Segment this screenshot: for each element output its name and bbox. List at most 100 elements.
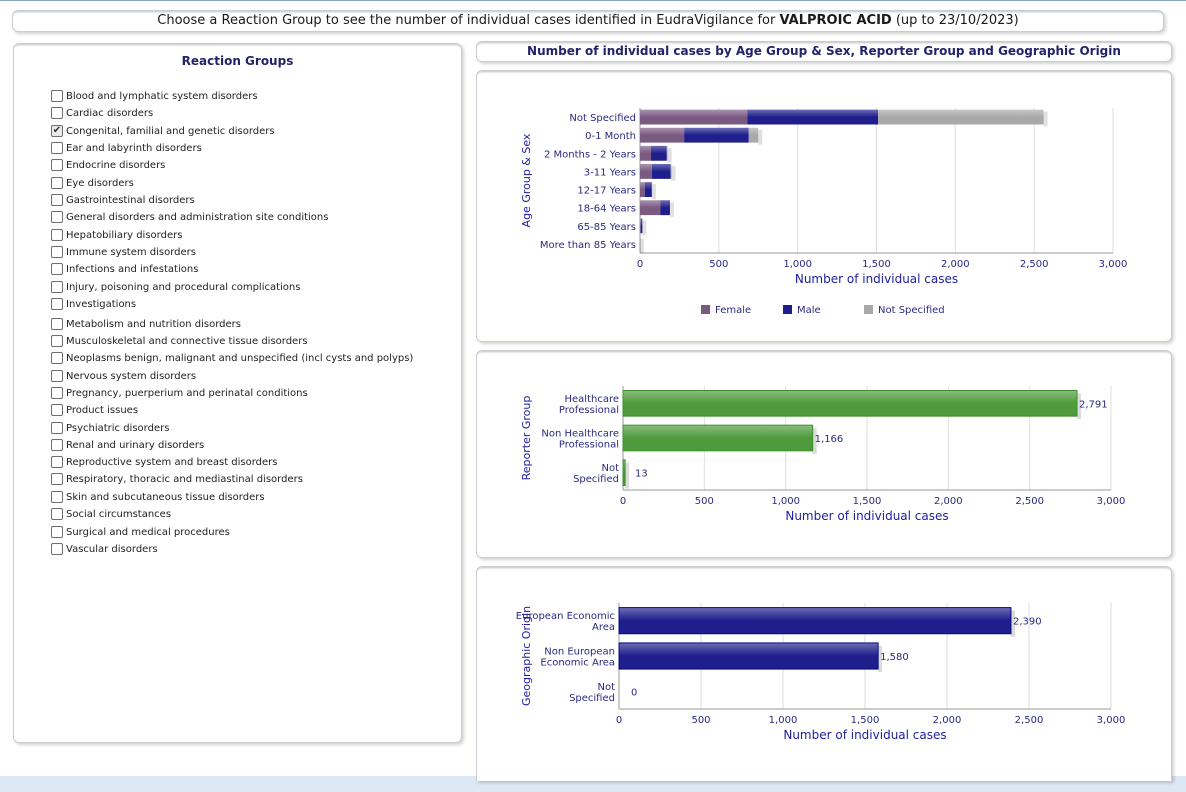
reaction-group-label[interactable]: Neoplasms benign, malignant and unspecif… <box>66 352 414 364</box>
reaction-group-checkbox[interactable] <box>51 456 63 468</box>
reaction-group-item[interactable]: General disorders and administration sit… <box>51 211 328 223</box>
bar-female <box>640 164 652 179</box>
reaction-group-item[interactable]: Eye disorders <box>51 177 134 189</box>
reaction-group-checkbox[interactable] <box>51 90 63 102</box>
reaction-group-label[interactable]: Infections and infestations <box>66 263 199 275</box>
reaction-group-label[interactable]: Investigations <box>66 298 137 310</box>
reaction-group-label[interactable]: Hepatobiliary disorders <box>66 229 183 241</box>
reaction-group-item[interactable]: Skin and subcutaneous tissue disorders <box>51 491 265 503</box>
reaction-group-checkbox[interactable] <box>51 543 63 555</box>
reaction-group-checkbox[interactable] <box>51 335 63 347</box>
substance-name: VALPROIC ACID <box>779 13 892 28</box>
reaction-group-checkbox[interactable] <box>51 211 63 223</box>
reaction-group-label[interactable]: Endocrine disorders <box>66 159 166 171</box>
reaction-group-checkbox[interactable] <box>51 491 63 503</box>
bar-shadow <box>1010 610 1015 637</box>
reaction-group-label[interactable]: Skin and subcutaneous tissue disorders <box>66 491 265 503</box>
reaction-group-checkbox[interactable] <box>51 508 63 520</box>
bar-male <box>651 145 667 161</box>
reaction-group-label[interactable]: General disorders and administration sit… <box>66 211 329 223</box>
reaction-group-item[interactable]: Respiratory, thoracic and mediastinal di… <box>51 473 303 485</box>
reaction-group-label[interactable]: Blood and lymphatic system disorders <box>66 90 258 102</box>
legend-label: Female <box>715 305 751 316</box>
reaction-group-item[interactable]: Blood and lymphatic system disorders <box>51 90 258 102</box>
reaction-group-item[interactable]: Psychiatric disorders <box>51 422 169 434</box>
reaction-group-label[interactable]: Respiratory, thoracic and mediastinal di… <box>66 473 303 485</box>
reaction-group-label[interactable]: Musculoskeletal and connective tissue di… <box>66 335 308 347</box>
reaction-group-label[interactable]: Congenital, familial and genetic disorde… <box>66 125 275 137</box>
reaction-group-label[interactable]: Eye disorders <box>66 177 134 189</box>
reaction-group-item[interactable]: Infections and infestations <box>51 263 198 275</box>
reaction-group-checkbox[interactable] <box>51 194 63 206</box>
reaction-group-item[interactable]: Immune system disorders <box>51 246 196 258</box>
reaction-group-item[interactable]: Nervous system disorders <box>51 370 196 382</box>
reaction-group-checkbox[interactable] <box>51 352 63 364</box>
reaction-group-label[interactable]: Reproductive system and breast disorders <box>66 456 278 468</box>
reaction-group-label[interactable]: Metabolism and nutrition disorders <box>66 318 242 330</box>
y-category-label: Professional <box>559 440 619 451</box>
reaction-group-item[interactable]: Vascular disorders <box>51 543 158 555</box>
bar-female <box>640 218 641 234</box>
reaction-group-checkbox[interactable] <box>51 298 63 310</box>
reaction-group-item[interactable]: Surgical and medical procedures <box>51 526 230 538</box>
reaction-group-label[interactable]: Product issues <box>66 404 139 416</box>
reaction-group-checkbox[interactable] <box>51 422 63 434</box>
reaction-group-label[interactable]: Cardiac disorders <box>66 107 154 119</box>
reaction-group-item[interactable]: Product issues <box>51 404 138 416</box>
reaction-group-checkbox[interactable] <box>51 281 63 293</box>
reaction-group-checkbox[interactable] <box>51 229 63 241</box>
reaction-group-checkbox[interactable] <box>51 263 63 275</box>
reaction-group-item[interactable]: Neoplasms benign, malignant and unspecif… <box>51 352 413 364</box>
reaction-group-item[interactable]: Social circumstances <box>51 508 171 520</box>
bar-not-specified <box>748 127 759 143</box>
reaction-group-label[interactable]: Ear and labyrinth disorders <box>66 142 202 154</box>
x-tick-label: 3,000 <box>1099 259 1128 270</box>
reaction-group-checkbox[interactable] <box>51 107 63 119</box>
reaction-group-item[interactable]: Renal and urinary disorders <box>51 439 204 451</box>
title-suffix: (up to 23/10/2023) <box>891 13 1019 28</box>
reaction-group-item[interactable]: Endocrine disorders <box>51 159 165 171</box>
reaction-group-item[interactable]: ✔ Congenital, familial and genetic disord… <box>51 125 275 137</box>
x-tick-label: 3,000 <box>1097 715 1126 726</box>
bar-male <box>660 200 670 216</box>
reaction-group-checkbox[interactable] <box>51 318 63 330</box>
reaction-group-label[interactable]: Injury, poisoning and procedural complic… <box>66 281 301 293</box>
reaction-group-label[interactable]: Vascular disorders <box>66 543 158 555</box>
bar-female <box>640 109 748 125</box>
reaction-group-checkbox[interactable] <box>51 526 63 538</box>
reaction-group-item[interactable]: Metabolism and nutrition disorders <box>51 318 241 330</box>
reaction-group-item[interactable]: Investigations <box>51 298 136 310</box>
reaction-group-label[interactable]: Gastrointestinal disorders <box>66 194 195 206</box>
bar-male <box>684 127 749 143</box>
reaction-group-item[interactable]: Hepatobiliary disorders <box>51 229 182 241</box>
reaction-group-checkbox[interactable] <box>51 404 63 416</box>
x-tick-label: 2,000 <box>934 496 963 507</box>
reaction-group-label[interactable]: Surgical and medical procedures <box>66 526 230 538</box>
reaction-group-checkbox[interactable]: ✔ <box>51 125 63 137</box>
reaction-group-item[interactable]: Musculoskeletal and connective tissue di… <box>51 335 308 347</box>
reaction-group-checkbox[interactable] <box>51 177 63 189</box>
reaction-group-checkbox[interactable] <box>51 142 63 154</box>
reaction-group-label[interactable]: Immune system disorders <box>66 246 196 258</box>
reaction-group-item[interactable]: Gastrointestinal disorders <box>51 194 195 206</box>
reaction-group-item[interactable]: Cardiac disorders <box>51 107 153 119</box>
bar-shadow <box>1077 393 1082 420</box>
reaction-group-checkbox[interactable] <box>51 370 63 382</box>
reaction-group-checkbox[interactable] <box>51 246 63 258</box>
bar-value-label: 0 <box>631 687 637 698</box>
bar <box>618 642 879 670</box>
reaction-group-label[interactable]: Psychiatric disorders <box>66 422 170 434</box>
reaction-group-label[interactable]: Pregnancy, puerperium and perinatal cond… <box>66 387 308 399</box>
reaction-group-label[interactable]: Nervous system disorders <box>66 370 197 382</box>
reaction-group-checkbox[interactable] <box>51 439 63 451</box>
reaction-group-item[interactable]: Pregnancy, puerperium and perinatal cond… <box>51 387 308 399</box>
reaction-group-checkbox[interactable] <box>51 159 63 171</box>
reaction-group-checkbox[interactable] <box>51 473 63 485</box>
page-title: Choose a Reaction Group to see the numbe… <box>12 10 1164 32</box>
reaction-group-item[interactable]: Reproductive system and breast disorders <box>51 456 278 468</box>
reaction-group-item[interactable]: Ear and labyrinth disorders <box>51 142 202 154</box>
reaction-group-label[interactable]: Social circumstances <box>66 508 172 520</box>
reaction-group-checkbox[interactable] <box>51 387 63 399</box>
reaction-group-item[interactable]: Injury, poisoning and procedural complic… <box>51 281 300 293</box>
reaction-group-label[interactable]: Renal and urinary disorders <box>66 439 205 451</box>
